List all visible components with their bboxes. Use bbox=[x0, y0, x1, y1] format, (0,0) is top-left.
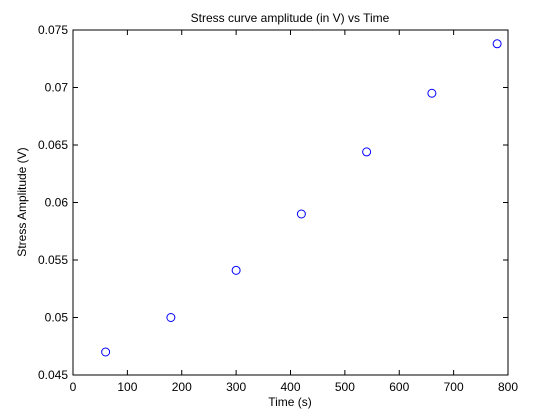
chart-title: Stress curve amplitude (in V) vs Time bbox=[191, 11, 390, 25]
plot-area bbox=[72, 29, 509, 376]
x-axis-ticks bbox=[72, 30, 509, 375]
y-tick-label: 0.045 bbox=[38, 368, 68, 382]
x-tick-label: 100 bbox=[117, 380, 137, 394]
x-tick-label: 800 bbox=[498, 380, 518, 394]
x-tick-label: 0 bbox=[70, 380, 77, 394]
data-point bbox=[166, 313, 176, 322]
y-tick-label: 0.05 bbox=[45, 311, 69, 325]
y-axis-label: Stress Amplitude (V) bbox=[15, 147, 29, 256]
data-point bbox=[101, 347, 111, 357]
data-points bbox=[101, 39, 502, 357]
y-axis-tick-labels: 0.045 0.05 0.055 0.06 0.065 0.07 0.075 bbox=[38, 23, 68, 382]
x-tick-label: 700 bbox=[444, 380, 464, 394]
y-tick-label: 0.06 bbox=[45, 196, 69, 210]
data-point bbox=[296, 209, 306, 219]
y-tick-label: 0.075 bbox=[38, 23, 68, 37]
x-tick-label: 600 bbox=[389, 380, 409, 394]
x-tick-label: 300 bbox=[226, 380, 246, 394]
x-tick-label: 400 bbox=[280, 380, 300, 394]
x-axis-label: Time (s) bbox=[268, 395, 312, 409]
data-point bbox=[427, 88, 437, 98]
x-tick-label: 200 bbox=[172, 380, 192, 394]
x-tick-label: 500 bbox=[335, 380, 355, 394]
y-axis-ticks bbox=[73, 29, 508, 376]
y-tick-label: 0.065 bbox=[38, 138, 68, 152]
y-tick-label: 0.055 bbox=[38, 253, 68, 267]
data-point bbox=[492, 39, 502, 49]
y-tick-label: 0.07 bbox=[45, 81, 69, 95]
data-point bbox=[362, 147, 372, 157]
data-point bbox=[231, 265, 241, 275]
x-axis-tick-labels: 0 100 200 300 400 500 600 700 800 bbox=[70, 380, 519, 394]
